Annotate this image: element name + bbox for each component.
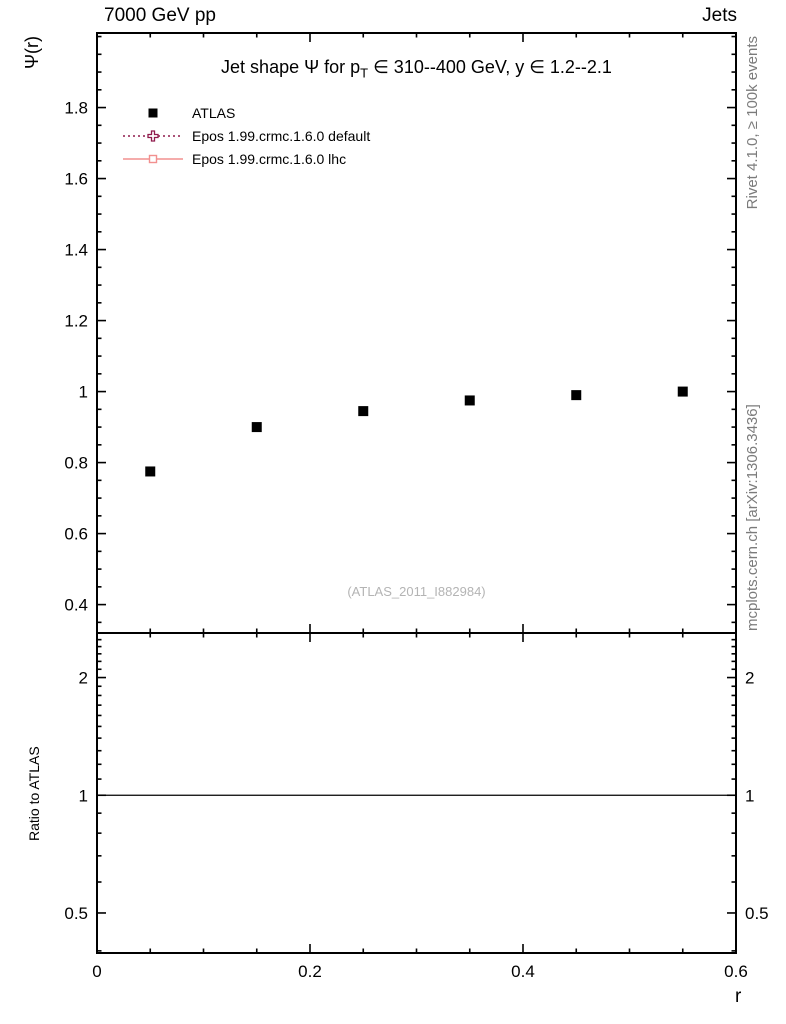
ratio-tick-label-left: 2 — [79, 669, 88, 688]
legend-item: ATLAS — [122, 101, 370, 124]
ratio-tick-label-right: 1 — [745, 786, 754, 805]
plot-title-text: Jet shape Ψ for p — [221, 57, 361, 77]
legend-label: ATLAS — [192, 104, 236, 121]
beam-energy-label: 7000 GeV pp — [104, 5, 216, 26]
x-tick-label: 0 — [92, 962, 101, 981]
ratio-axis-title: Ratio to ATLAS — [26, 746, 42, 841]
plot-title-subscript: T — [360, 65, 369, 81]
data-point-atlas — [145, 466, 156, 477]
ratio-tick-label-right: 0.5 — [745, 904, 769, 923]
legend-item: Epos 1.99.crmc.1.6.0 lhc — [122, 147, 370, 170]
y-tick-label: 0.4 — [64, 596, 88, 615]
y-tick-label: 0.8 — [64, 454, 88, 473]
legend-marker-open-square-icon — [123, 154, 183, 163]
ratio-tick-label-left: 1 — [79, 786, 88, 805]
analysis-id-watermark: (ATLAS_2011_I882984) — [347, 584, 486, 599]
ratio-panel-frame — [96, 632, 737, 954]
data-point-atlas — [677, 386, 688, 397]
analysis-group-label: Jets — [702, 5, 737, 26]
legend-marker-filled-square-icon — [148, 108, 158, 117]
y-tick-label: 0.6 — [64, 525, 88, 544]
x-tick-label: 0.6 — [724, 962, 748, 981]
y-tick-label: 1.2 — [64, 312, 88, 331]
y-tick-label: 1.4 — [64, 241, 88, 260]
y-tick-label: 1.8 — [64, 99, 88, 118]
legend-label: Epos 1.99.crmc.1.6.0 lhc — [192, 150, 347, 167]
plot-title-text-2: ∈ 310--400 GeV, y ∈ 1.2--2.1 — [368, 57, 612, 77]
x-axis-title: r — [735, 986, 742, 1007]
legend-marker-open-cross-icon — [123, 129, 183, 142]
x-tick-label: 0.4 — [511, 962, 535, 981]
mcplots-attribution-note: mcplots.cern.ch [arXiv:1306.3436] — [744, 404, 761, 631]
y-tick-label: 1 — [79, 383, 88, 402]
y-tick-label: 1.6 — [64, 170, 88, 189]
ratio-tick-label-left: 0.5 — [64, 904, 88, 923]
rivet-version-note: Rivet 4.1.0, ≥ 100k events — [744, 36, 761, 210]
data-point-atlas — [571, 390, 582, 401]
y-axis-title: Ψ(r) — [22, 36, 42, 70]
data-point-atlas — [251, 422, 262, 433]
legend-label: Epos 1.99.crmc.1.6.0 default — [192, 127, 371, 144]
data-point-atlas — [358, 406, 369, 417]
legend: ATLAS Epos 1.99.crmc.1.6.0 default Epos 1.… — [122, 101, 370, 170]
legend-item: Epos 1.99.crmc.1.6.0 default — [122, 124, 370, 147]
ratio-tick-label-right: 2 — [745, 669, 754, 688]
x-tick-label: 0.2 — [298, 962, 322, 981]
plot-title: Jet shape Ψ for pT ∈ 310--400 GeV, y ∈ 1… — [97, 57, 736, 81]
data-point-atlas — [464, 395, 475, 406]
